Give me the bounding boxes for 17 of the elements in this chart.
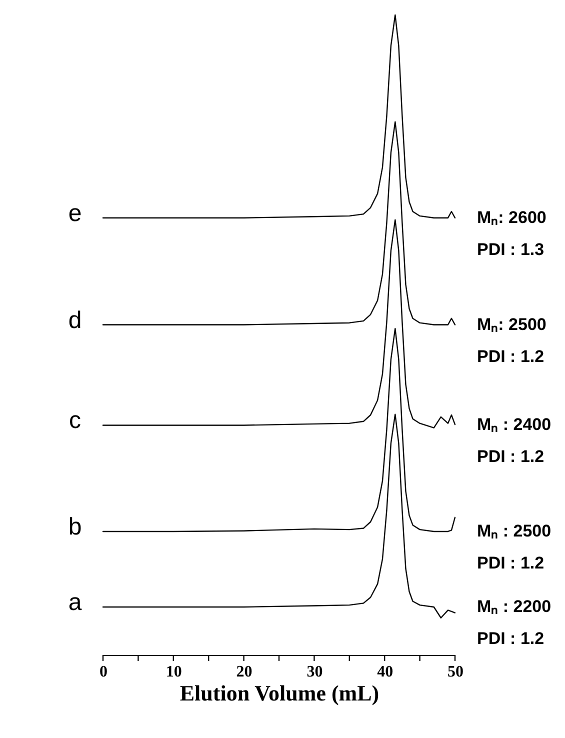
text: Mₙ : 2500 PDI : 1.2 — [477, 521, 552, 572]
series-label: e — [68, 200, 82, 227]
series-label: d — [68, 306, 82, 334]
text: Mₙ : 2200 PDI : 1.2 — [477, 597, 552, 648]
x-tick-label: 10 — [166, 664, 182, 680]
x-tick-label: 50 — [448, 664, 464, 680]
text: Mₙ: 2500 PDI : 1.2 — [477, 314, 546, 366]
text: Mₙ : 2400 PDI : 1.2 — [477, 415, 552, 466]
series-label: a — [68, 589, 82, 616]
series-label: c — [69, 407, 81, 434]
x-axis-title: Elution Volume (mL) — [180, 680, 380, 706]
x-tick-label: 20 — [236, 664, 252, 680]
x-tick-label: 30 — [306, 664, 323, 680]
x-tick-label: 0 — [100, 664, 108, 680]
x-tick-label: 40 — [377, 664, 394, 680]
text: Mₙ: 2600 PDI : 1.3 — [477, 208, 546, 259]
series-label: b — [68, 513, 82, 540]
